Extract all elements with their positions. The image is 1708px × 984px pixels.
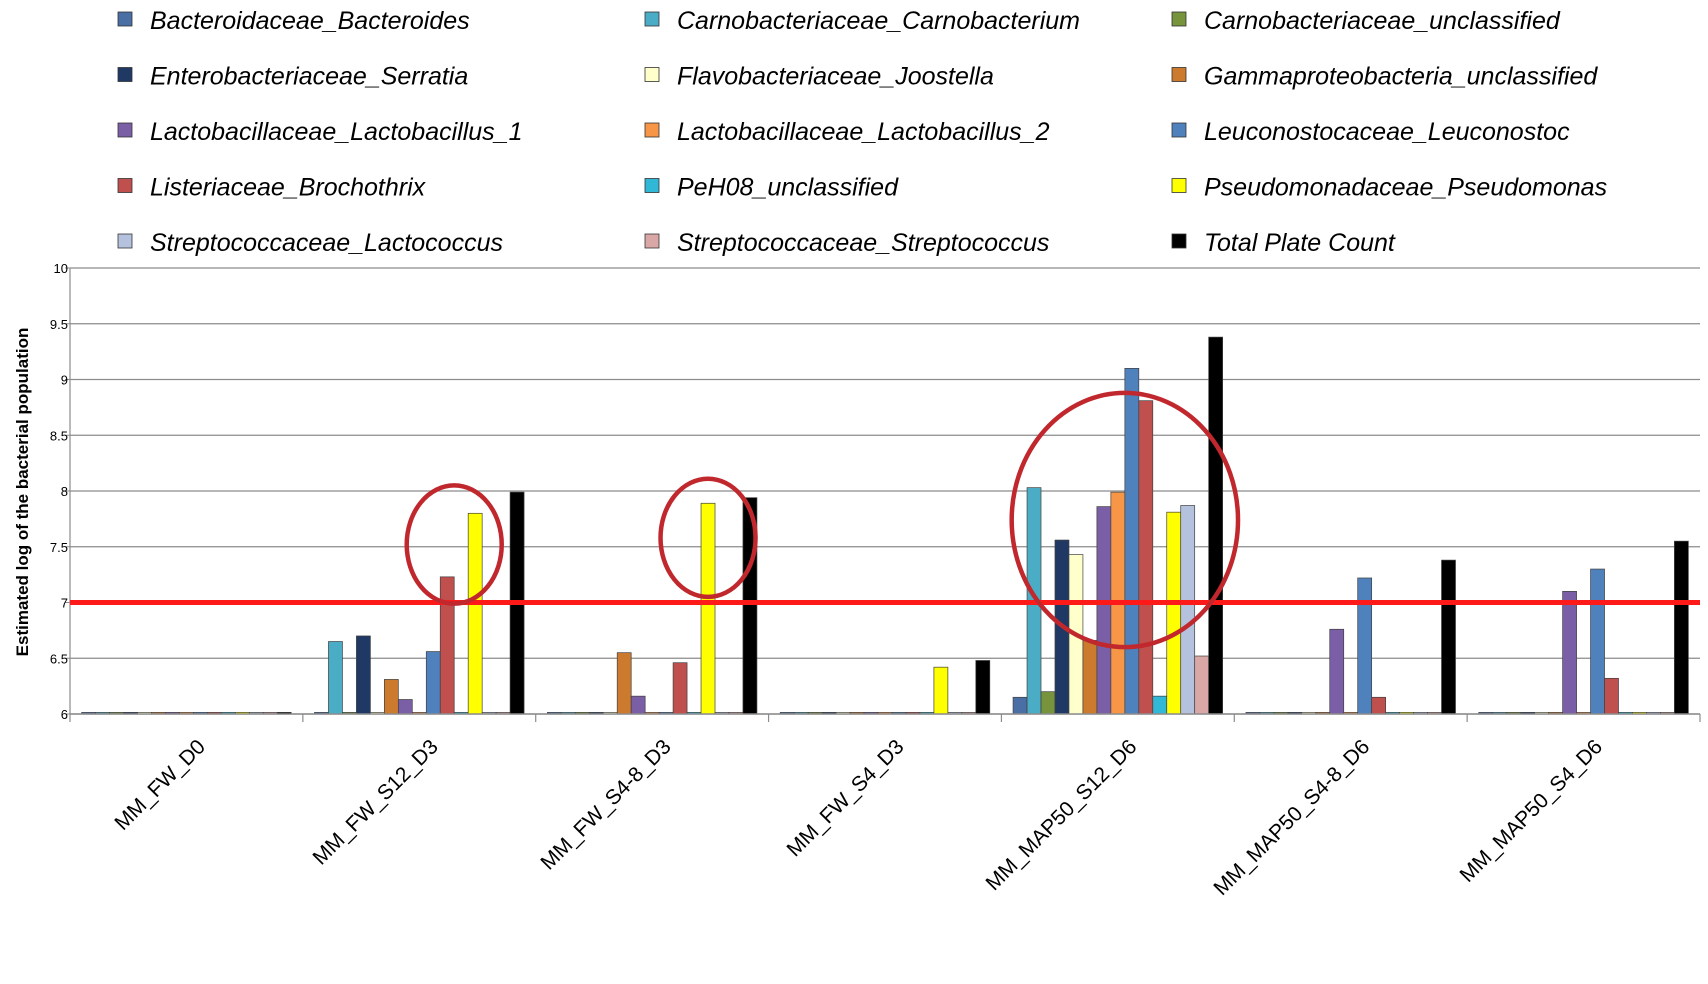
legend-swatch: [644, 67, 660, 82]
bar: [1138, 400, 1154, 715]
bar: [1371, 696, 1386, 715]
x-tick-label: MM_MAP50_S12_D6: [982, 735, 1142, 895]
legend: Bacteroidaceae_Bacteroides Carnobacteriac…: [117, 7, 1607, 257]
legend-label: Total Plate Count: [1204, 229, 1396, 257]
legend-swatch: [644, 122, 660, 138]
bar: [384, 679, 399, 715]
legend-swatch: [117, 11, 133, 27]
bar: [1082, 640, 1098, 715]
bar: [1166, 511, 1182, 715]
y-tick-label: 9.5: [50, 317, 68, 332]
y-tick-label: 7: [61, 596, 68, 611]
legend-swatch: [644, 178, 660, 193]
legend-swatch: [117, 178, 133, 193]
bar: [425, 651, 441, 715]
bars: [81, 336, 1689, 715]
bar: [1180, 505, 1196, 715]
y-tick-label: 6: [61, 707, 68, 722]
legend-swatch: [1171, 233, 1187, 249]
y-tick-label: 8.5: [50, 428, 68, 443]
bar: [1590, 568, 1605, 715]
bar: [1208, 336, 1223, 715]
y-tick-label: 6.5: [50, 651, 68, 666]
bar: [1096, 506, 1112, 715]
bar: [1329, 628, 1345, 715]
bar: [1674, 540, 1689, 715]
y-axis-label: Estimated log of the bacterial populatio…: [13, 328, 32, 657]
legend-swatch: [644, 233, 660, 249]
bar: [356, 635, 371, 715]
y-tick-label: 9: [61, 373, 68, 388]
legend-swatch: [1171, 178, 1187, 193]
bar: [1357, 577, 1373, 715]
bar: [630, 695, 646, 715]
bar: [1124, 368, 1140, 715]
annotations: [70, 390, 1700, 650]
bar: [439, 576, 455, 715]
bar: [1441, 559, 1456, 715]
x-tick-label: MM_FW_S12_D3: [309, 735, 443, 869]
legend-label: PeH08_unclassified: [677, 174, 899, 202]
bar: [1040, 691, 1056, 715]
highlight-circle: [658, 476, 758, 600]
bar: [397, 699, 413, 715]
x-tick-label: MM_MAP50_S4_D6: [1455, 735, 1607, 887]
y-tick-label: 10: [54, 261, 68, 276]
bar: [1012, 696, 1028, 715]
bar: [700, 502, 716, 715]
bar: [467, 512, 483, 715]
legend-label: Listeriaceae_Brochothrix: [150, 174, 427, 202]
bar: [1604, 677, 1619, 715]
bar: [975, 660, 991, 715]
legend-swatch: [1171, 122, 1187, 138]
legend-swatch: [1171, 67, 1187, 82]
bar: [328, 641, 343, 715]
legend-swatch: [117, 122, 133, 138]
legend-label: Pseudomonadaceae_Pseudomonas: [1204, 174, 1607, 202]
y-tick-label: 8: [61, 484, 68, 499]
legend-label: Leuconostocaceae_Leuconostoc: [1204, 118, 1570, 146]
legend-label: Streptococcaceae_Streptococcus: [677, 229, 1049, 257]
legend-label: Lactobacillaceae_Lactobacillus_1: [150, 118, 523, 146]
legend-label: Flavobacteriaceae_Joostella: [677, 63, 994, 91]
legend-label: Gammaproteobacteria_unclassified: [1204, 63, 1598, 91]
bar: [1562, 590, 1577, 715]
legend-swatch: [644, 11, 660, 27]
bar: [933, 666, 949, 715]
legend-label: Lactobacillaceae_Lactobacillus_2: [677, 118, 1050, 146]
bar: [1152, 695, 1168, 715]
legend-swatch: [1171, 11, 1187, 27]
legend-label: Bacteroidaceae_Bacteroides: [150, 7, 470, 35]
highlight-circle: [404, 483, 504, 606]
bar: [616, 652, 632, 715]
legend-label: Carnobacteriaceae_unclassified: [1204, 7, 1561, 35]
bar: [1194, 655, 1210, 715]
legend-label: Streptococcaceae_Lactococcus: [150, 229, 503, 257]
highlight-circle: [1009, 390, 1241, 650]
legend-label: Enterobacteriaceae_Serratia: [150, 63, 468, 91]
x-tick-label: MM_MAP50_S4-8_D6: [1209, 735, 1374, 900]
legend-label: Carnobacteriaceae_Carnobacterium: [677, 7, 1080, 35]
y-tick-label: 7.5: [50, 540, 68, 555]
x-tick-label: MM_FW_S4-8_D3: [536, 735, 675, 874]
x-tick-label: MM_FW_S4_D3: [783, 735, 909, 861]
x-tick-label: MM_FW_D0: [110, 735, 210, 835]
legend-swatch: [117, 67, 133, 82]
bar: [672, 662, 688, 715]
legend-swatch: [117, 233, 133, 249]
